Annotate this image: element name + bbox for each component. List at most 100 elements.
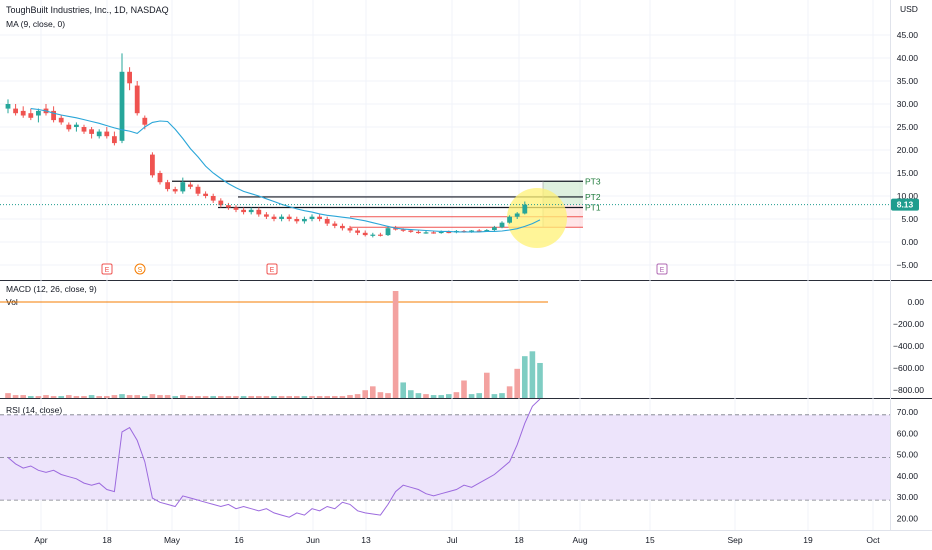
candle-body — [210, 196, 216, 201]
volume-bar — [81, 396, 87, 398]
event-symbol: E — [270, 267, 275, 274]
time-tick-label: Sep — [727, 535, 742, 545]
price-tick-label: 45.00 — [897, 30, 919, 40]
candle-body — [476, 230, 482, 232]
volume-bar — [233, 396, 239, 398]
candle-body — [393, 228, 398, 230]
time-tick-label: 16 — [234, 535, 244, 545]
candle-body — [438, 231, 444, 234]
time-tick-label: Jun — [306, 535, 320, 545]
volume-bar — [180, 395, 186, 398]
volume-bar — [453, 392, 460, 398]
candle-body — [157, 173, 163, 183]
candle-body — [172, 189, 178, 192]
candle-body — [522, 204, 528, 214]
volume-bar — [339, 396, 346, 398]
volume-bar — [104, 396, 110, 398]
event-symbol: S — [138, 267, 143, 274]
time-tick-label: 15 — [645, 535, 655, 545]
volume-bar — [446, 394, 452, 398]
volume-bar — [66, 395, 72, 398]
price-tick-label: 35.00 — [897, 76, 919, 86]
candle-body — [195, 186, 201, 194]
chart-title: ToughBuilt Industries, Inc., 1D, NASDAQ — [6, 5, 169, 15]
volume-bar — [210, 396, 216, 398]
candle-body — [233, 207, 239, 210]
rsi-tick-label: 30.00 — [897, 492, 919, 502]
candle-body — [400, 229, 406, 231]
volume-bar — [12, 395, 19, 398]
price-tick-label: −5.00 — [896, 260, 918, 270]
candle-body — [188, 184, 193, 187]
rsi-axis[interactable]: 70.00 60.00 50.00 40.00 30.00 20.00 — [897, 407, 919, 524]
volume-bar — [392, 291, 399, 398]
target-label-pt2: PT2 — [585, 192, 601, 202]
event-symbol: E — [660, 267, 665, 274]
rsi-level-lines — [0, 414, 890, 501]
candle-body — [484, 230, 490, 232]
time-tick-label: Oct — [866, 535, 880, 545]
candle-body — [142, 117, 148, 125]
volume-bar — [263, 396, 270, 398]
macd-tick-label: −200.00 — [893, 319, 924, 329]
candle-body — [226, 205, 231, 208]
candle-body — [317, 216, 322, 219]
candle-body — [264, 214, 269, 217]
volume-bar — [126, 395, 133, 398]
candle-body — [324, 219, 330, 224]
volume-bar — [35, 396, 42, 398]
time-tick-label: 18 — [102, 535, 112, 545]
candle-body — [165, 182, 170, 190]
rsi-tick-label: 20.00 — [897, 514, 919, 524]
price-tick-label: 25.00 — [897, 122, 919, 132]
volume-bar — [332, 396, 338, 398]
time-axis[interactable]: Apr 18 May 16 Jun 13 Jul 18 Aug 15 Sep 19 Oct — [34, 535, 880, 545]
candle-body — [127, 71, 132, 84]
candle-body — [370, 234, 376, 236]
candle-body — [36, 110, 41, 116]
candle-body — [13, 108, 18, 114]
event-marker: E — [266, 263, 278, 275]
volume-bar — [134, 395, 140, 398]
target-label-pt1: PT1 — [585, 203, 601, 213]
volume-bar — [172, 396, 178, 398]
candle-body — [340, 225, 345, 229]
current-price-value: 8.13 — [897, 200, 914, 210]
candle-body — [81, 127, 87, 132]
volume-bar — [461, 380, 467, 398]
candle-body — [279, 216, 284, 219]
price-tick-label: 5.00 — [901, 214, 918, 224]
price-axis[interactable]: 45.00 40.00 35.00 30.00 25.00 20.00 15.00 10.00… — [896, 30, 918, 270]
volume-bar — [400, 382, 406, 398]
volume-bar — [20, 395, 26, 398]
volume-bar — [309, 396, 315, 398]
candle-body — [294, 219, 300, 222]
volume-bar — [385, 393, 391, 398]
volume-bar — [164, 395, 171, 398]
volume-bar — [248, 396, 254, 398]
rsi-tick-label: 60.00 — [897, 428, 919, 438]
volume-bar — [408, 390, 414, 398]
candle-body — [112, 136, 117, 144]
volume-bar — [286, 396, 292, 398]
time-tick-label: May — [164, 535, 181, 545]
macd-tick-label: 0.00 — [907, 297, 924, 307]
volume-bar — [50, 396, 57, 398]
volume-bar — [195, 396, 201, 398]
earnings-icon — [266, 263, 278, 275]
candle-body — [332, 223, 338, 226]
volume-bar — [294, 396, 300, 398]
candle-body — [203, 193, 208, 196]
time-tick-label: 19 — [803, 535, 813, 545]
volume-bar — [430, 395, 437, 398]
event-symbol: E — [105, 267, 110, 274]
macd-axis[interactable]: 0.00 −200.00 −400.00 −600.00 −800.00 — [893, 297, 924, 395]
volume-bar — [415, 393, 422, 398]
volume-bar — [187, 396, 194, 398]
volume-bar — [202, 396, 209, 398]
candle-body — [286, 216, 292, 219]
volume-bar — [278, 396, 285, 398]
candle-body — [514, 213, 520, 217]
